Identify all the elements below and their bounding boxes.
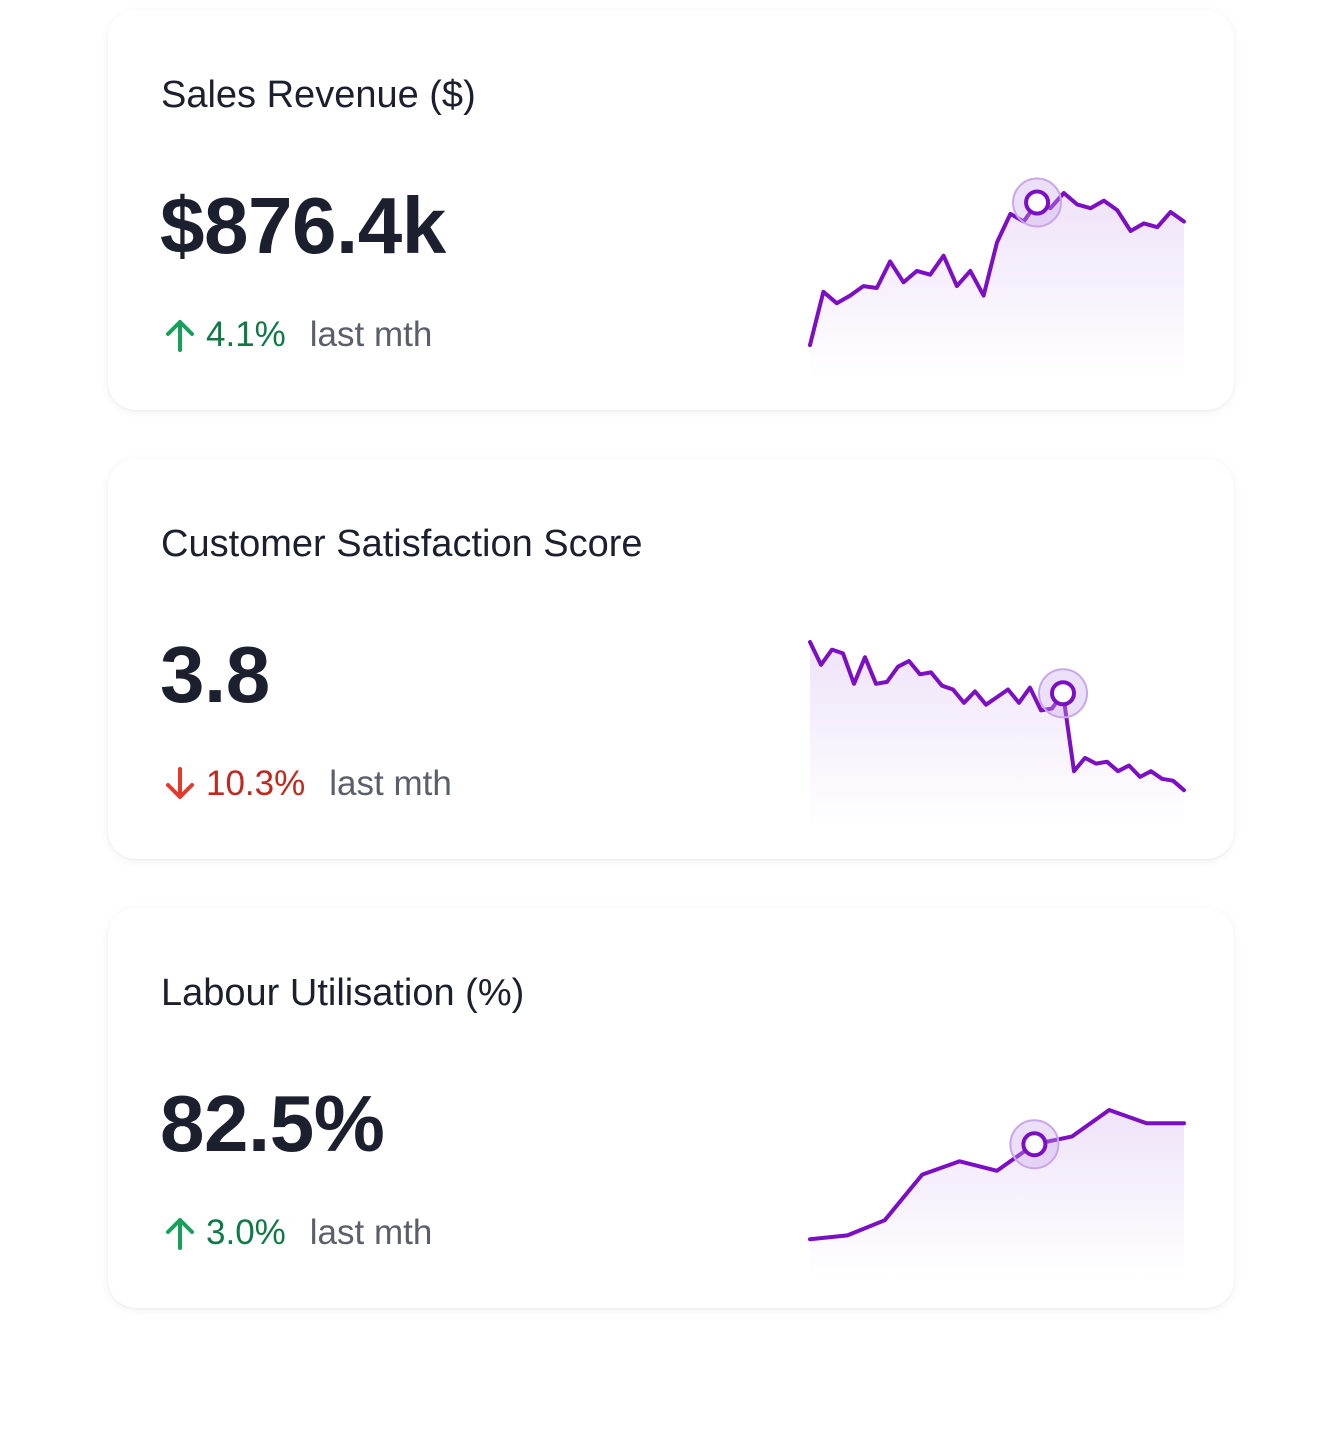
kpi-value: $876.4k <box>160 181 446 270</box>
arrow-up-icon <box>166 1218 194 1250</box>
card-title: Customer Satisfaction Score <box>161 523 643 565</box>
sparkline-area <box>810 642 1184 827</box>
card-title: Labour Utilisation (%) <box>161 972 525 1014</box>
sparkline-series-line <box>808 640 1186 793</box>
comparison-label: last mth <box>329 764 452 803</box>
comparison-label: last mth <box>309 1213 433 1252</box>
delta-percent: 4.1% <box>206 315 286 354</box>
highlight-point[interactable] <box>1024 189 1051 216</box>
kpi-value: 82.5% <box>160 1079 385 1168</box>
kpi-card-labour-utilisation: Labour Utilisation (%) 82.5% 3.0% last m… <box>108 908 1234 1308</box>
sparkline-series-line <box>808 191 1186 347</box>
arrow-down-icon <box>166 767 194 799</box>
delta-percent: 3.0% <box>206 1213 286 1252</box>
sparkline-chart <box>808 1108 1186 1276</box>
comparison-label: last mth <box>309 315 433 354</box>
sparkline-area <box>810 1110 1184 1276</box>
kpi-card-sales-revenue: Sales Revenue ($) $876.4k 4.1% last mth <box>108 10 1234 410</box>
card-title: Sales Revenue ($) <box>161 74 476 116</box>
sparkline-chart <box>808 640 1186 827</box>
delta-row: 4.1% last mth <box>164 313 432 357</box>
sparkline-chart <box>808 177 1186 378</box>
delta-row: 3.0% last mth <box>164 1211 432 1255</box>
highlight-point[interactable] <box>1050 680 1076 707</box>
sparkline-series-line <box>808 1108 1186 1242</box>
arrow-up-icon <box>166 320 194 352</box>
kpi-value: 3.8 <box>160 630 270 719</box>
highlight-point[interactable] <box>1021 1131 1048 1158</box>
sparkline-area <box>810 193 1184 378</box>
delta-percent: 10.3% <box>206 764 306 803</box>
kpi-card-customer-satisfaction: Customer Satisfaction Score 3.8 10.3% la… <box>108 459 1234 859</box>
delta-row: 10.3% last mth <box>164 762 452 806</box>
